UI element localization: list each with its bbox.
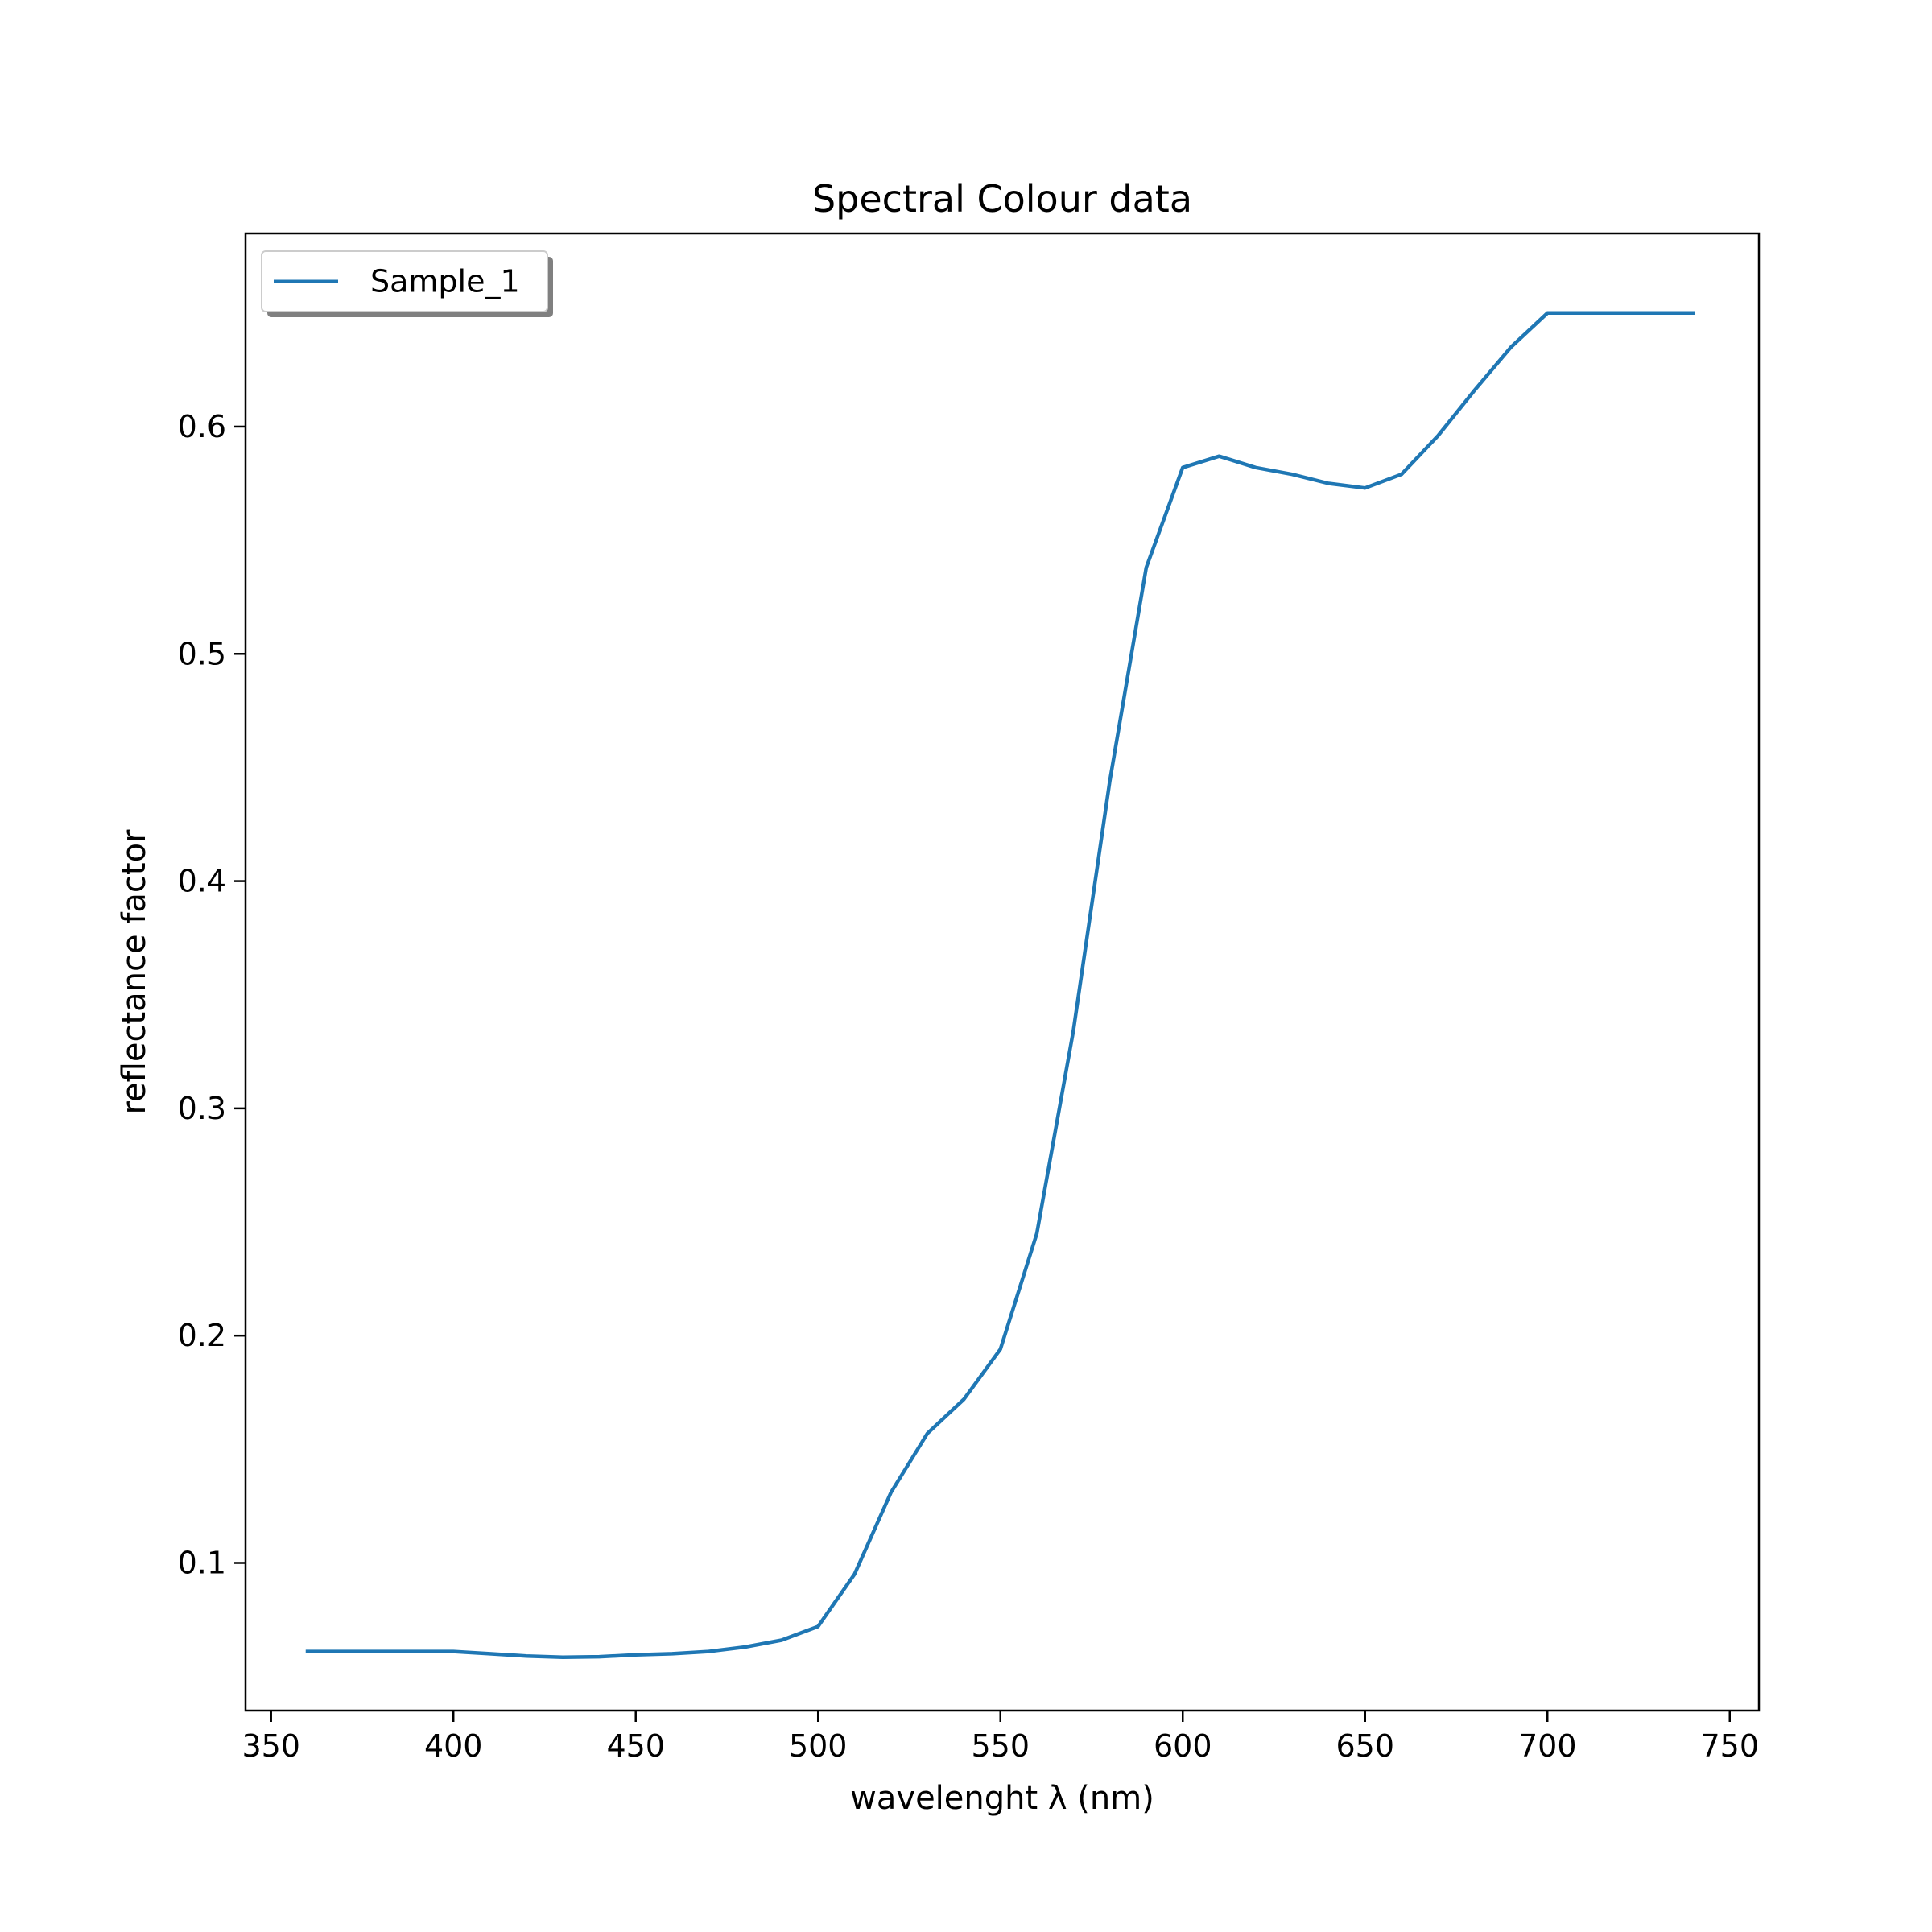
x-tick-label: 650 (1335, 1728, 1394, 1764)
x-tick-label: 400 (424, 1728, 483, 1764)
legend-label-sample: Sample_1 (370, 264, 520, 299)
legend-box (261, 250, 548, 312)
y-tick-label: 0.5 (178, 636, 226, 671)
y-tick-label: 0.4 (178, 864, 226, 899)
y-tick-label: 0.6 (178, 409, 226, 444)
x-tick-label: 350 (242, 1728, 300, 1764)
chart-title: Spectral Colour data (812, 177, 1192, 221)
x-tick-label: 450 (606, 1728, 665, 1764)
x-tick-label: 700 (1518, 1728, 1577, 1764)
x-tick-label: 600 (1154, 1728, 1212, 1764)
x-tick-label: 750 (1700, 1728, 1759, 1764)
y-axis-label: reflectance factor (116, 829, 153, 1115)
y-tick-label: 0.2 (178, 1318, 226, 1353)
series-line-sample (305, 311, 1695, 1659)
x-tick-label: 500 (789, 1728, 848, 1764)
y-tick-label: 0.3 (178, 1091, 226, 1126)
legend: Sample_1 (261, 250, 553, 317)
axes-frame (244, 232, 1761, 1712)
y-axis-ticks: 0.1 0.2 0.3 0.4 0.5 0.6 (178, 409, 246, 1581)
y-tick-label: 0.1 (178, 1546, 226, 1581)
plot-area (305, 311, 1695, 1659)
x-axis-label: wavelenght λ (nm) (850, 1780, 1154, 1817)
x-tick-label: 550 (971, 1728, 1030, 1764)
x-axis-ticks: 350 400 450 500 550 600 650 700 750 (242, 1711, 1759, 1764)
